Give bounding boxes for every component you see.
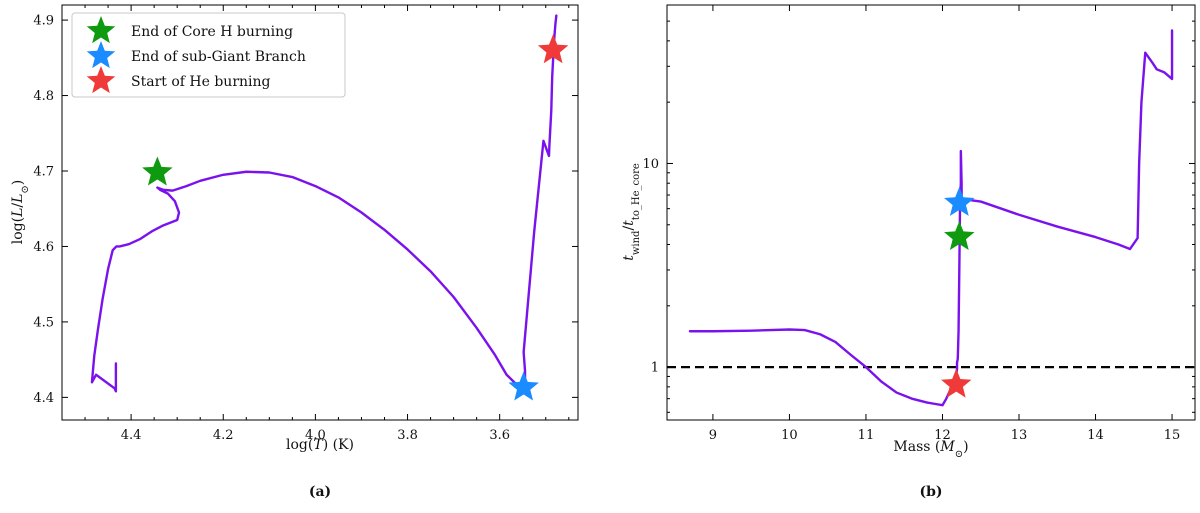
panel-b-markers [941, 186, 975, 398]
panel-b-y-axis-label: twind/tto_He_core [621, 163, 642, 261]
y-tick-label: 1 [651, 361, 659, 376]
x-tick-label: 14 [1087, 428, 1104, 443]
panel-b-x-axis-label: Mass (M⊙) [893, 439, 968, 460]
panel-a-x-axis-label: log(T) (K) [286, 437, 354, 453]
panel-a-track [90, 14, 558, 393]
y-tick-label: 4.6 [33, 240, 54, 255]
panel-a-markers [142, 34, 569, 401]
panel-a-frame [61, 4, 579, 421]
panel-b-curve [688, 29, 1174, 407]
legend-box [71, 12, 346, 98]
legend-items: End of Core H burning End of sub-Giant Br… [86, 16, 306, 94]
x-tick-label: 9 [709, 428, 717, 443]
y-tick-label: 10 [642, 157, 659, 172]
star-marker [941, 368, 972, 398]
series-line [688, 149, 963, 407]
x-tick-label: 4.0 [305, 428, 326, 443]
x-tick-label: 10 [781, 428, 798, 443]
y-tick-label: 4.4 [33, 391, 54, 406]
y-tick-label: 4.5 [33, 315, 54, 330]
panel-b-label: (b) [919, 484, 942, 500]
x-tick-label: 11 [858, 428, 875, 443]
x-tick-label: 4.4 [121, 428, 142, 443]
star-marker [944, 186, 975, 216]
panel-b-frame [666, 4, 1196, 421]
series-line [90, 14, 558, 393]
panel-a-ticks: 4.4 4.2 4.0 3.8 3.6 4.4 4.5 4.6 4.7 4.8 4.9 [33, 5, 578, 443]
legend-entry-label: End of sub-Giant Branch [131, 49, 306, 65]
legend-entry-label: End of Core H burning [131, 24, 293, 40]
legend-star-icon [86, 41, 116, 69]
legend-star-icon [86, 16, 116, 44]
star-marker [142, 156, 173, 186]
y-tick-label: 4.7 [33, 165, 54, 180]
legend-star-icon [86, 66, 116, 94]
legend: End of Core H burning End of sub-Giant Br… [71, 12, 346, 98]
panel-b-ticks: 9 10 11 12 13 14 15 1 10 [642, 4, 1195, 443]
series-line [960, 29, 1174, 251]
y-tick-label: 4.9 [33, 14, 54, 29]
panel-a: 4.4 4.2 4.0 3.8 3.6 4.4 4.5 4.6 4.7 4.8 4.9 log(L/… [10, 4, 579, 500]
x-tick-label: 3.6 [489, 428, 510, 443]
x-tick-label: 15 [1164, 428, 1181, 443]
panel-a-y-axis-label: log(L/L⊙) [10, 180, 31, 245]
x-tick-label: 3.8 [397, 428, 418, 443]
x-tick-label: 13 [1011, 428, 1028, 443]
x-tick-label: 4.2 [213, 428, 234, 443]
legend-entry-label: Start of He burning [131, 74, 271, 90]
star-marker [944, 221, 975, 251]
y-tick-label: 4.8 [33, 89, 54, 104]
panel-b: 9 10 11 12 13 14 15 1 10 twind/tto_He_core Mass … [621, 4, 1196, 500]
star-marker [508, 371, 539, 401]
panel-a-label: (a) [309, 484, 331, 500]
x-tick-label: 12 [934, 428, 951, 443]
star-marker [537, 34, 569, 64]
